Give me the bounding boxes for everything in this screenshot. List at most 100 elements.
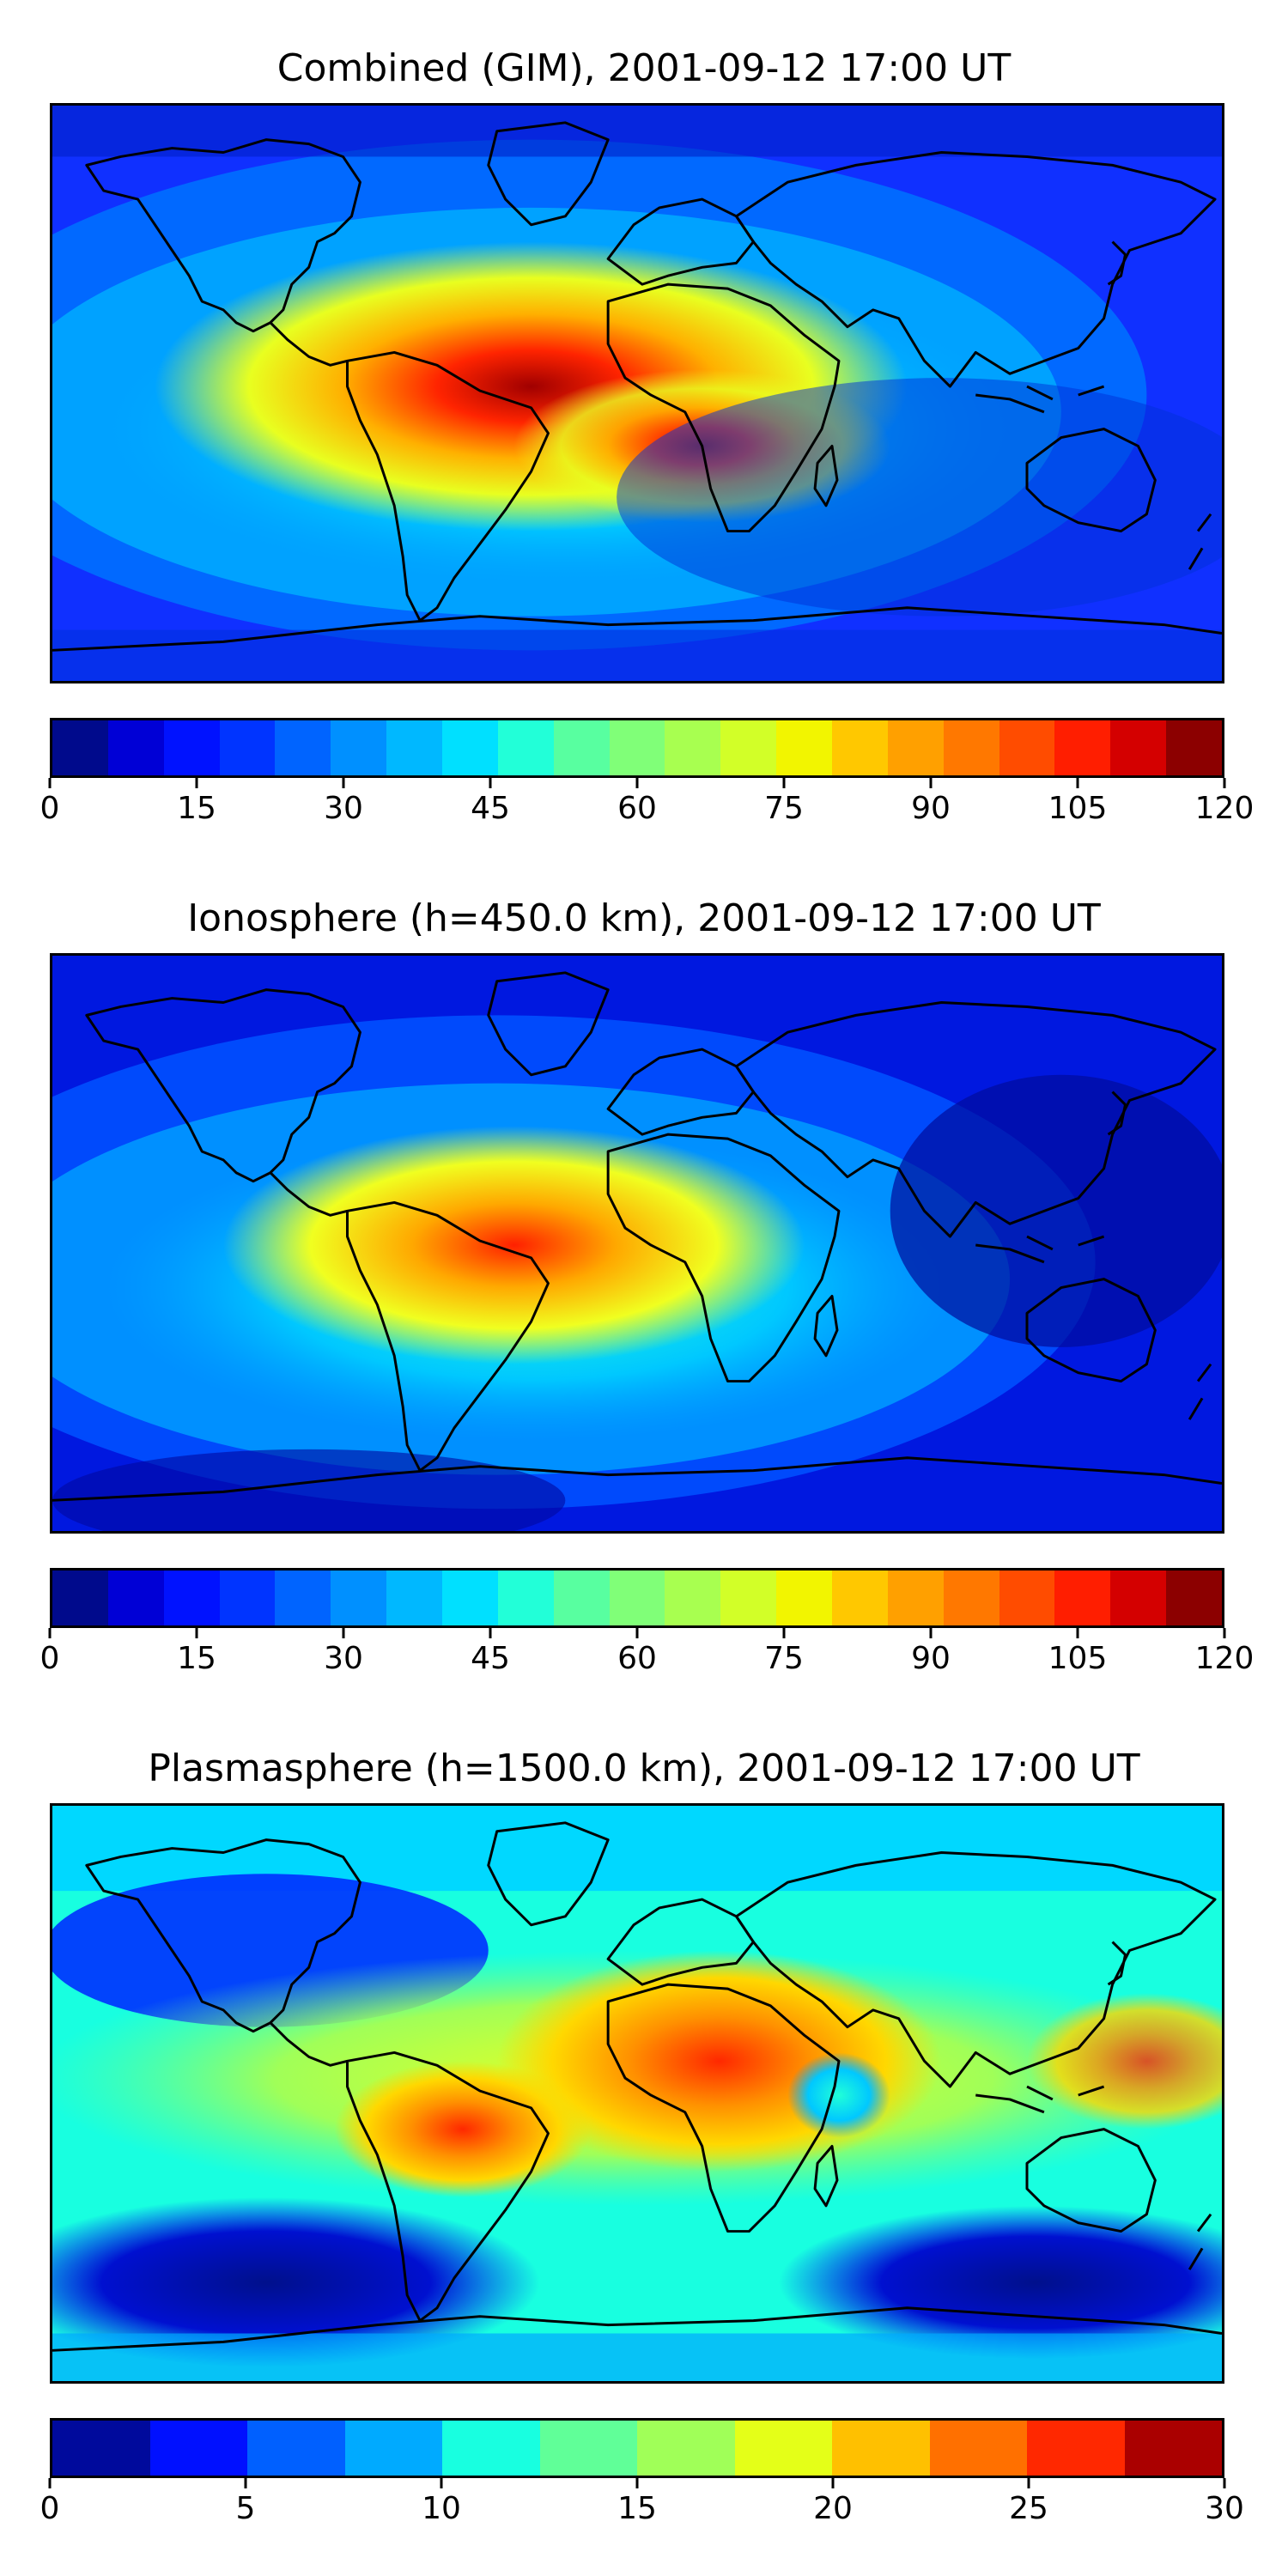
colorbar-segment — [832, 2421, 930, 2476]
colorbar-tick-label: 0 — [39, 2491, 60, 2526]
colorbar-tick-label: 15 — [177, 1641, 216, 1676]
colorbar-tick-label: 120 — [1194, 791, 1255, 826]
colorbar-segment — [776, 720, 833, 775]
colorbar-segment — [943, 1571, 999, 1625]
colorbar-segment — [442, 2421, 540, 2476]
colorbar-tick-label: 30 — [324, 1641, 363, 1676]
colorbar-combined — [50, 718, 1224, 778]
colorbar-tick-label: 15 — [177, 791, 216, 826]
colorbar-tick-label: 30 — [1205, 2491, 1244, 2526]
colorbar-tick-label: 25 — [1009, 2491, 1048, 2526]
colorbar-segment — [539, 2421, 637, 2476]
colorbar-segment — [832, 720, 888, 775]
colorbar-segment — [720, 1571, 777, 1625]
colorbar-tick-label: 20 — [813, 2491, 853, 2526]
colorbar-tick-mark — [48, 778, 52, 788]
colorbar-tick-mark — [1027, 2478, 1030, 2488]
colorbar-segment — [275, 1571, 331, 1625]
colorbar-tick-mark — [635, 1628, 639, 1638]
colorbar-tick-mark — [195, 778, 198, 788]
colorbar-tick-mark — [1223, 1628, 1226, 1638]
colorbar-segment — [107, 720, 164, 775]
colorbar-segment — [665, 1571, 721, 1625]
colorbar-tick-label: 15 — [617, 2491, 657, 2526]
colorbar-segment — [553, 1571, 610, 1625]
colorbar-tick-mark — [635, 2478, 639, 2488]
colorbar-segment — [734, 2421, 832, 2476]
colorbar-segment — [832, 1571, 888, 1625]
colorbar-tick-mark — [342, 778, 345, 788]
colorbar-segment — [999, 720, 1055, 775]
colorbar-tick-label: 120 — [1194, 1641, 1255, 1676]
colorbar-tick-mark — [342, 1628, 345, 1638]
colorbar-segment — [776, 1571, 833, 1625]
colorbar-tick-label: 45 — [471, 791, 510, 826]
colorbar-segment — [1027, 2421, 1125, 2476]
colorbar-tick-mark — [1076, 1628, 1079, 1638]
colorbar-tick-label: 10 — [422, 2491, 461, 2526]
panel-title-combined: Combined (GIM), 2001-09-12 17:00 UT — [276, 46, 1012, 90]
colorbar-tick-mark — [1223, 778, 1226, 788]
map-combined — [50, 103, 1224, 683]
map-ionosphere-field — [52, 956, 1222, 1531]
colorbar-segment — [665, 720, 721, 775]
colorbar-segment — [442, 1571, 498, 1625]
colorbar-tick-label: 30 — [324, 791, 363, 826]
colorbar-segment — [386, 1571, 443, 1625]
colorbar-segment — [720, 720, 777, 775]
colorbar-segment — [943, 720, 999, 775]
colorbar-tick-label: 105 — [1048, 791, 1108, 826]
colorbar-segment — [497, 1571, 554, 1625]
colorbar-segment — [219, 720, 276, 775]
colorbar-segment — [386, 720, 443, 775]
colorbar-tick-label: 75 — [764, 1641, 804, 1676]
colorbar-tick-mark — [195, 1628, 198, 1638]
colorbar-segment — [1166, 1571, 1223, 1625]
colorbar-segment — [1124, 2421, 1222, 2476]
map-plasmasphere-field — [52, 1806, 1222, 2381]
colorbar-segment — [52, 2421, 150, 2476]
colorbar-segment — [999, 1571, 1055, 1625]
colorbar-tick-mark — [489, 1628, 492, 1638]
map-ionosphere — [50, 953, 1224, 1534]
colorbar-tick-mark — [635, 778, 639, 788]
colorbar-tick-mark — [440, 2478, 443, 2488]
colorbar-segment — [107, 1571, 164, 1625]
map-combined-field — [52, 106, 1222, 681]
colorbar-tick-mark — [1076, 778, 1079, 788]
colorbar-tick-mark — [244, 2478, 247, 2488]
colorbar-segment — [331, 720, 387, 775]
colorbar-tick-mark — [48, 2478, 52, 2488]
colorbar-segment — [442, 720, 498, 775]
colorbar-segment — [275, 720, 331, 775]
colorbar-tick-label: 0 — [39, 1641, 60, 1676]
colorbar-tick-mark — [48, 1628, 52, 1638]
colorbar-segment — [609, 1571, 665, 1625]
colorbar-tick-label: 60 — [617, 1641, 657, 1676]
colorbar-tick-label: 5 — [235, 2491, 256, 2526]
colorbar-segment — [163, 720, 220, 775]
colorbar-segment — [1110, 720, 1167, 775]
colorbar-segment — [497, 720, 554, 775]
colorbar-tick-label: 45 — [471, 1641, 510, 1676]
colorbar-tick-mark — [489, 778, 492, 788]
colorbar-segment — [1054, 1571, 1111, 1625]
colorbar-segment — [1166, 720, 1223, 775]
colorbar-tick-label: 60 — [617, 791, 657, 826]
panel-title-ionosphere: Ionosphere (h=450.0 km), 2001-09-12 17:0… — [187, 896, 1101, 940]
colorbar-segment — [929, 2421, 1027, 2476]
colorbar-segment — [247, 2421, 345, 2476]
colorbar-segment — [609, 720, 665, 775]
colorbar-tick-label: 75 — [764, 791, 804, 826]
colorbar-segment — [637, 2421, 735, 2476]
colorbar-segment — [149, 2421, 247, 2476]
colorbar-tick-mark — [782, 1628, 786, 1638]
colorbar-tick-mark — [929, 778, 933, 788]
colorbar-tick-mark — [1223, 2478, 1226, 2488]
colorbar-plasmasphere-ticks: 0 5 10 15 20 25 30 — [40, 2478, 1244, 2530]
colorbar-segment — [1110, 1571, 1167, 1625]
colorbar-ionosphere-ticks: 0 15 30 45 60 75 90 105 120 — [40, 1628, 1254, 1680]
colorbar-segment — [887, 1571, 944, 1625]
colorbar-tick-label: 105 — [1048, 1641, 1108, 1676]
colorbar-tick-mark — [929, 1628, 933, 1638]
